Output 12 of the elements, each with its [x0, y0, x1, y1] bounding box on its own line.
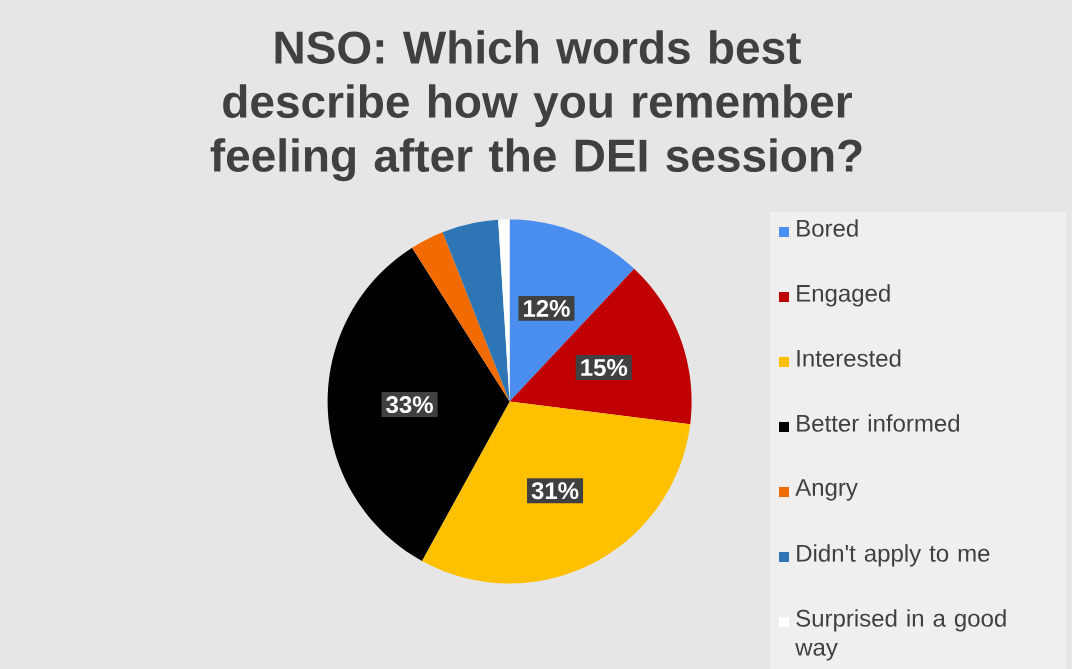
chart-title: NSO: Which words best describe how you remember feeling after the DEI session?: [210, 30, 862, 182]
data-label: 15%: [581, 359, 628, 377]
data-label: 33%: [386, 396, 433, 414]
data-label: 12%: [523, 299, 570, 317]
data-label: 31%: [531, 482, 579, 500]
legend-label: Surprised in a good way: [795, 609, 1006, 661]
legend-label: Engaged: [797, 284, 890, 307]
legend-label: Didn't apply to me: [797, 544, 990, 567]
legend-label: Better informed: [797, 414, 960, 432]
legend-label: Interested: [797, 349, 901, 367]
legend-label: Angry: [795, 479, 858, 501]
legend-label: Bored: [797, 219, 858, 237]
